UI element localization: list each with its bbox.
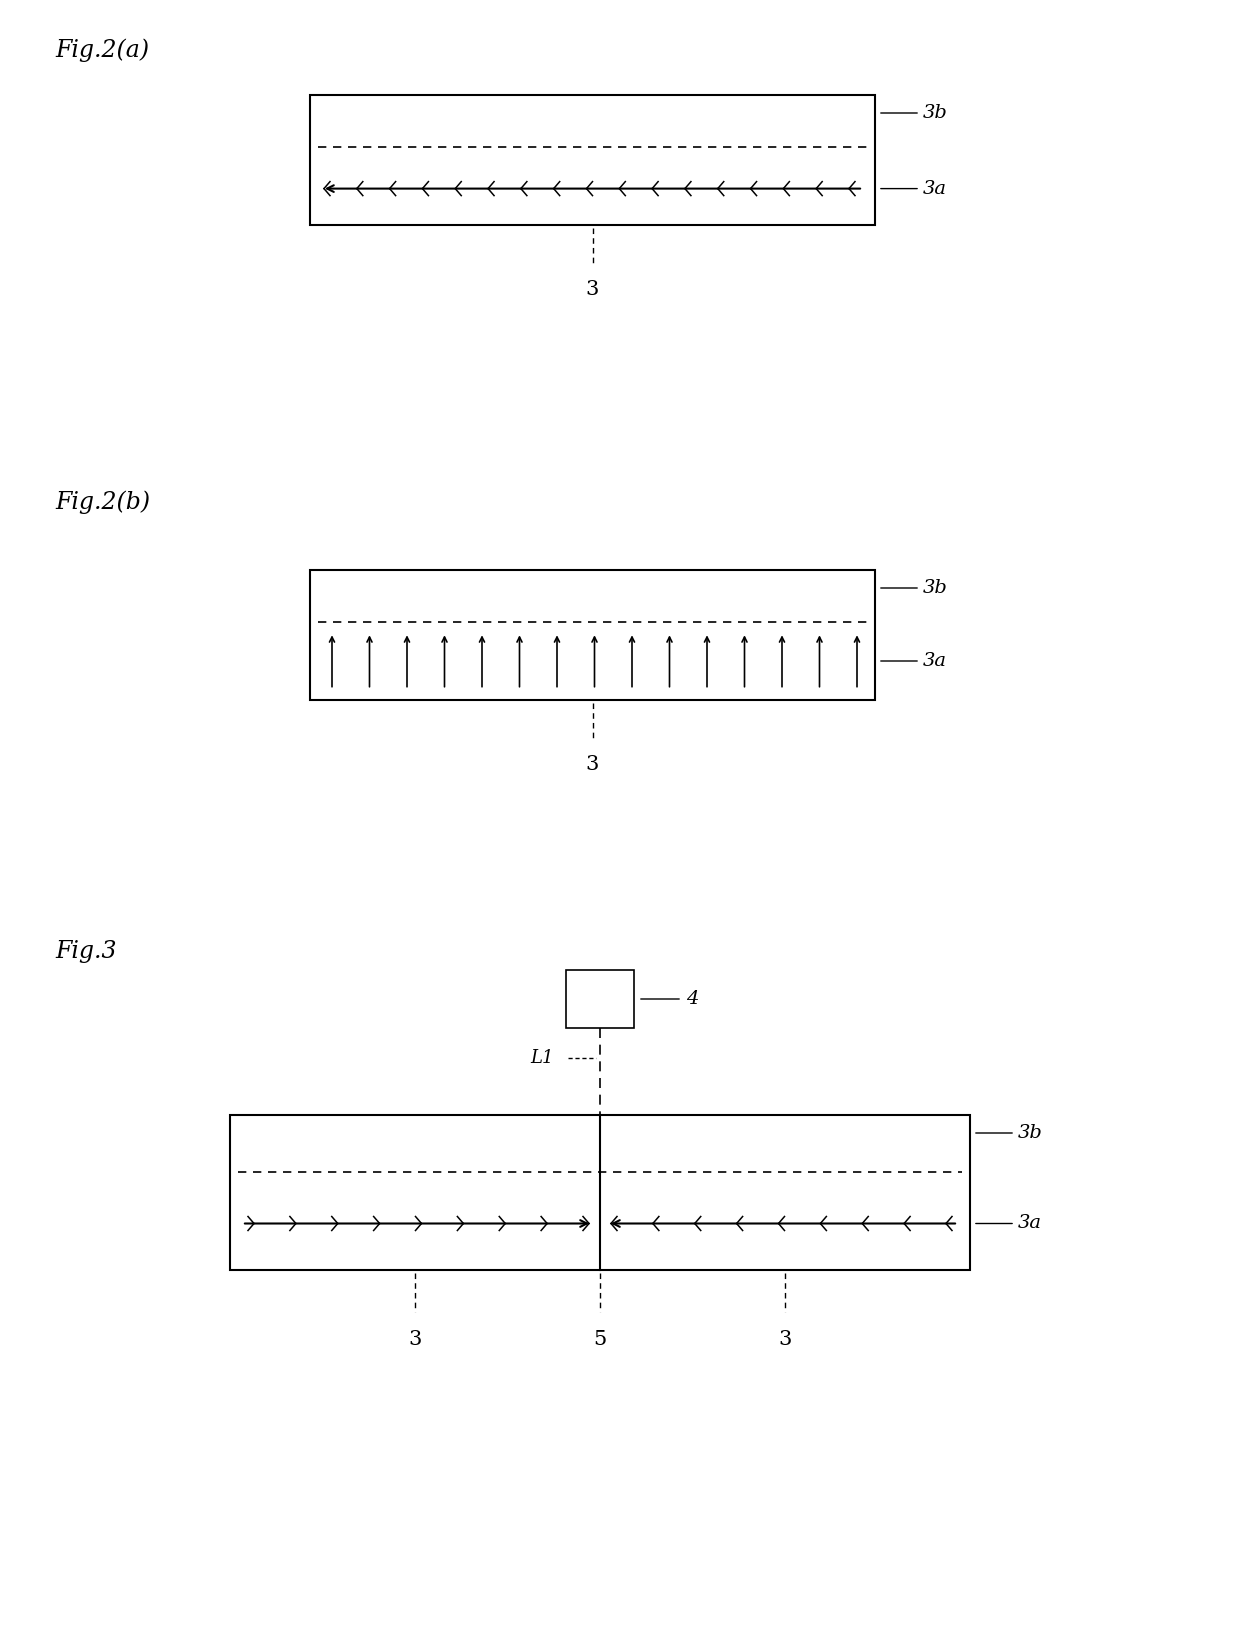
Text: 3a: 3a bbox=[923, 653, 947, 671]
Text: 3a: 3a bbox=[1018, 1215, 1042, 1233]
Text: 3: 3 bbox=[408, 1330, 422, 1350]
Text: 3: 3 bbox=[585, 755, 599, 774]
Text: 3: 3 bbox=[585, 279, 599, 299]
Text: Fig.2(a): Fig.2(a) bbox=[55, 38, 149, 61]
Text: 3b: 3b bbox=[923, 104, 947, 122]
Text: 3b: 3b bbox=[1018, 1124, 1043, 1143]
Text: 4: 4 bbox=[686, 990, 698, 1008]
Text: 5: 5 bbox=[594, 1330, 606, 1350]
Text: 3: 3 bbox=[779, 1330, 791, 1350]
Text: 3a: 3a bbox=[923, 179, 947, 197]
Bar bbox=[310, 570, 875, 700]
Text: Fig.3: Fig.3 bbox=[55, 940, 117, 963]
Text: L1: L1 bbox=[529, 1049, 553, 1067]
Text: Fig.2(b): Fig.2(b) bbox=[55, 490, 150, 513]
Bar bbox=[310, 95, 875, 225]
Bar bbox=[565, 970, 634, 1028]
Text: 3b: 3b bbox=[923, 579, 947, 597]
Bar bbox=[229, 1115, 970, 1271]
